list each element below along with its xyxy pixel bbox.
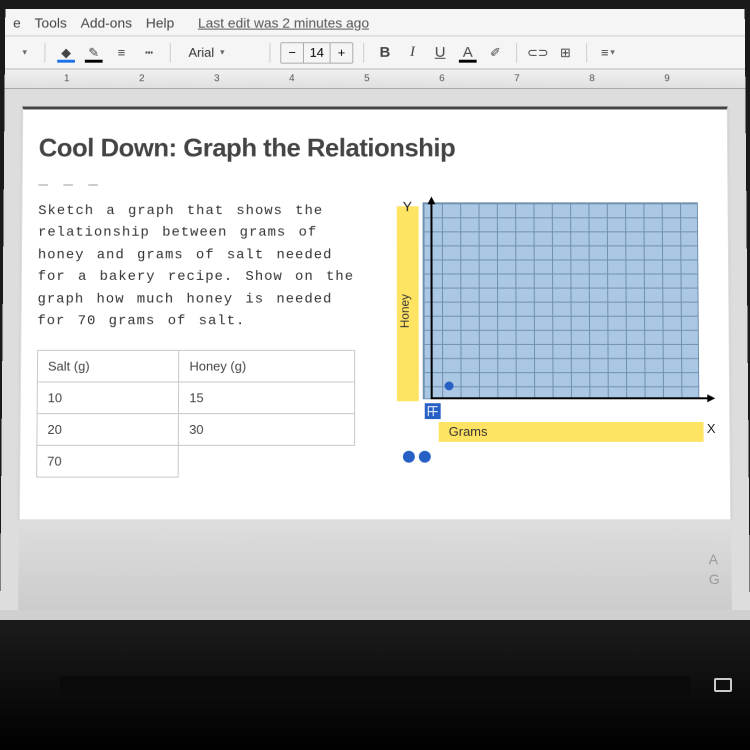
ruler-mark: 2 — [139, 73, 145, 84]
italic-button[interactable]: I — [402, 41, 424, 64]
side-a: A — [709, 550, 720, 570]
clear-format-button[interactable]: ✐ — [485, 41, 507, 64]
cell: 15 — [179, 382, 355, 414]
underline-button[interactable]: U — [429, 41, 451, 64]
y-axis-label: Honey — [398, 294, 412, 328]
line-dash-button[interactable]: ┅ — [138, 41, 160, 64]
menubar: e Tools Add-ons Help Last edit was 2 min… — [5, 9, 745, 36]
separator — [363, 43, 364, 62]
font-size-value[interactable]: 14 — [303, 43, 331, 62]
font-size-group: − 14 + — [280, 42, 353, 63]
font-size-increase[interactable]: + — [331, 43, 353, 62]
ruler-mark: 3 — [214, 73, 220, 84]
dash-divider: _ _ _ — [38, 171, 711, 189]
menu-help[interactable]: Help — [146, 15, 174, 31]
ruler-mark: 7 — [514, 73, 520, 84]
cell: 30 — [179, 414, 355, 446]
separator — [516, 43, 517, 62]
menu-edge[interactable]: e — [13, 15, 21, 31]
app-screen: e Tools Add-ons Help Last edit was 2 min… — [0, 9, 750, 620]
x-axis-line — [431, 397, 710, 399]
ruler-mark: 4 — [289, 73, 295, 84]
font-name: Arial — [188, 45, 214, 60]
x-axis-label: Grams — [449, 424, 488, 439]
menu-addons[interactable]: Add-ons — [81, 15, 133, 31]
cell: 10 — [37, 382, 179, 414]
last-edit-text[interactable]: Last edit was 2 minutes ago — [198, 15, 369, 31]
chart[interactable]: Y Honey Grams X — [373, 200, 712, 456]
font-select[interactable]: Arial — [181, 41, 260, 64]
separator — [170, 43, 171, 62]
menu-tools[interactable]: Tools — [35, 15, 67, 31]
col-salt: Salt (g) — [37, 351, 179, 383]
below-page-area: A G — [18, 520, 732, 610]
y-axis-line — [430, 202, 432, 399]
text-color-button[interactable]: A — [457, 41, 479, 64]
insert-image-button[interactable]: ⊞ — [555, 41, 577, 64]
cell-empty — [178, 446, 354, 478]
ruler[interactable]: 1 2 3 4 5 6 7 8 9 — [5, 69, 746, 88]
side-g: G — [709, 570, 720, 590]
right-column: Y Honey Grams X — [373, 200, 714, 478]
data-point[interactable] — [445, 381, 454, 390]
prompt-text: Sketch a graph that shows the relationsh… — [37, 200, 355, 332]
separator — [44, 43, 45, 62]
separator — [269, 43, 270, 62]
side-hints: A G — [709, 550, 720, 589]
col-honey: Honey (g) — [179, 351, 355, 383]
ruler-mark: 1 — [64, 73, 70, 84]
resize-handle[interactable] — [425, 403, 441, 419]
x-axis-letter: X — [707, 421, 716, 436]
ruler-mark: 8 — [589, 73, 595, 84]
more-dropdown[interactable] — [13, 41, 35, 64]
window-icon — [714, 678, 732, 692]
data-table: Salt (g) Honey (g) 10 15 20 30 70 — [36, 350, 355, 478]
table-row: 70 — [37, 446, 355, 478]
ruler-mark: 5 — [364, 73, 369, 84]
page[interactable]: Cool Down: Graph the Relationship _ _ _ … — [19, 107, 731, 521]
align-dropdown[interactable]: ≡ — [597, 41, 619, 64]
line-weight-button[interactable]: ≡ — [110, 41, 132, 64]
touchbar — [60, 676, 690, 696]
cell: 70 — [37, 446, 179, 478]
content-row: Sketch a graph that shows the relationsh… — [36, 200, 714, 478]
font-size-decrease[interactable]: − — [281, 43, 303, 62]
ruler-mark: 9 — [664, 73, 670, 84]
chart-grid — [423, 202, 700, 399]
document-area: Cool Down: Graph the Relationship _ _ _ … — [0, 89, 750, 610]
insert-link-button[interactable]: ⊂⊃ — [527, 41, 549, 64]
page-title: Cool Down: Graph the Relationship — [39, 133, 712, 163]
fill-color-button[interactable]: ◆ — [55, 41, 77, 64]
keyboard-area — [0, 630, 750, 750]
cell: 20 — [37, 414, 179, 446]
highlight-button[interactable]: ✎ — [83, 41, 105, 64]
left-column: Sketch a graph that shows the relationsh… — [36, 200, 355, 478]
ruler-mark: 6 — [439, 73, 445, 84]
toolbar: ◆ ✎ ≡ ┅ Arial − 14 + B I U A ✐ ⊂⊃ ⊞ ≡ — [5, 36, 745, 69]
y-axis-letter: Y — [403, 198, 412, 214]
pagination-dots[interactable] — [403, 451, 431, 463]
separator — [586, 43, 587, 62]
table-row: 10 15 — [37, 382, 354, 414]
bold-button[interactable]: B — [374, 41, 396, 64]
table-header-row: Salt (g) Honey (g) — [37, 351, 354, 383]
table-row: 20 30 — [37, 414, 355, 446]
